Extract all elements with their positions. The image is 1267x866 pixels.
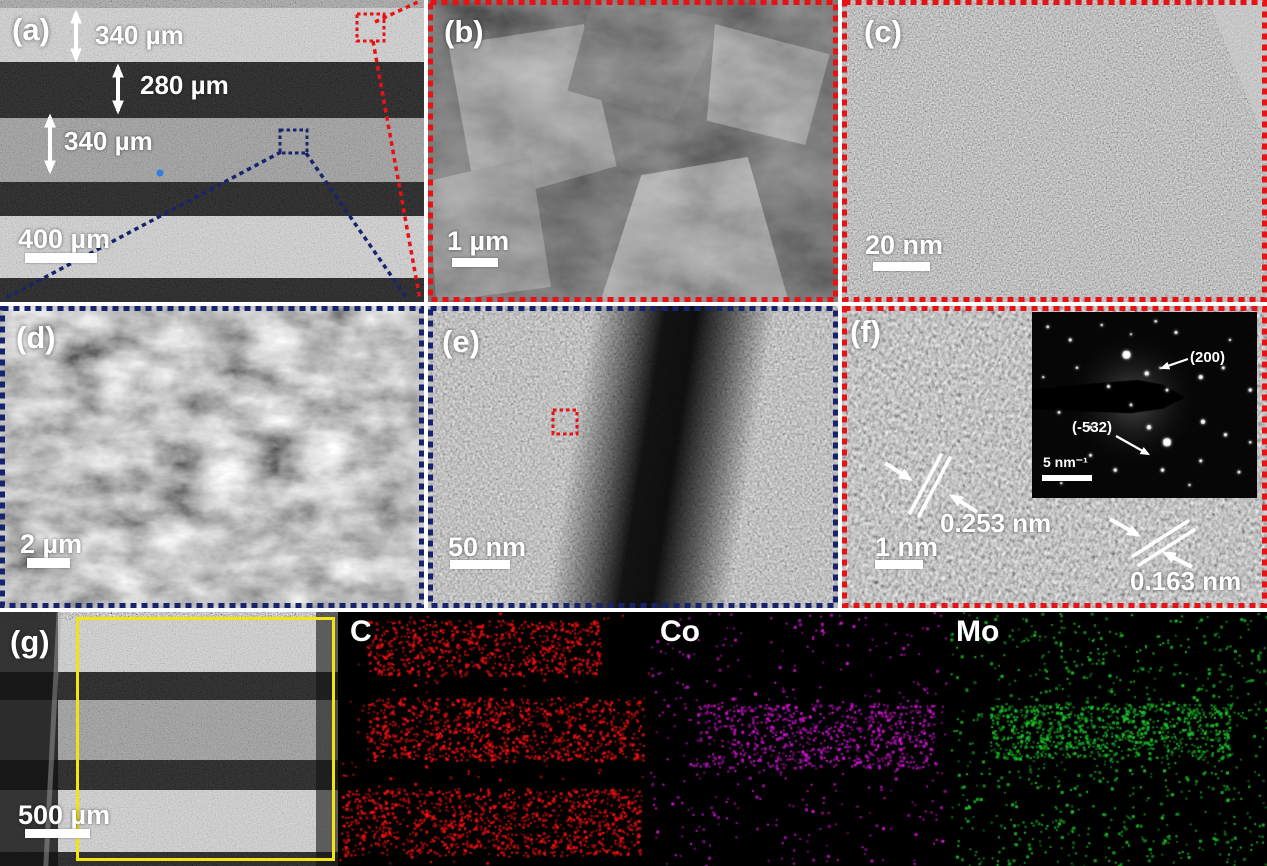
- plane-arrow: [1159, 357, 1189, 370]
- eds-map-cobalt: Co: [650, 612, 950, 866]
- stripe-width-annotation: 340 µm: [64, 126, 153, 156]
- d-spacing-label: 0.163 nm: [1130, 566, 1242, 596]
- saed-scale-bar: [1042, 475, 1092, 481]
- scale-bar-label: 400 µm: [18, 224, 111, 254]
- panel-b-sem-flakes: (b) 1 µm: [428, 0, 838, 302]
- eds-dot-canvas: [950, 612, 1267, 866]
- zoom-region-box-navy: [278, 128, 309, 155]
- panel-label: (a): [12, 12, 50, 47]
- panel-label: (e): [442, 324, 480, 359]
- eds-map-molybdenum: Mo: [950, 612, 1267, 866]
- gap-stripe: [0, 278, 424, 302]
- eds-map-carbon: C: [338, 612, 650, 866]
- d-spacing-label: 0.253 nm: [940, 508, 1052, 538]
- scale-bar: [875, 560, 923, 569]
- scale-bar-label: 2 µm: [20, 529, 83, 559]
- panel-c-tem-nanosheet: (c) 20 nm: [842, 0, 1267, 302]
- scale-bar-label: 20 nm: [865, 230, 944, 260]
- scale-bar: [450, 560, 510, 569]
- zoom-region-box-red: [355, 12, 386, 43]
- panel-g-sem-eds-region: (g) 500 µm: [0, 612, 338, 866]
- d-spacing-arrow: [1109, 517, 1142, 537]
- panel-label: (f): [850, 314, 881, 349]
- panel-a-sem-interdigitated-electrode: (a) 340 µm 280 µm 340 µm 400 µm: [0, 0, 424, 302]
- navy-connector-line: [304, 152, 410, 301]
- eds-dot-canvas: [650, 612, 950, 866]
- d-spacing-arrow: [1161, 551, 1193, 569]
- scale-bar: [25, 829, 90, 838]
- panel-d-sem-crumpled-sheets: (d) 2 µm: [0, 306, 424, 608]
- gap-stripe: [0, 62, 424, 118]
- panel-label: (d): [16, 320, 56, 355]
- panel-label: (c): [864, 14, 902, 49]
- saed-diffraction-inset: (200) (-532) 5 nm⁻¹: [1032, 312, 1257, 498]
- scale-bar: [25, 253, 97, 263]
- zoom-region-box-red: [551, 408, 579, 436]
- plane-arrow: [1115, 435, 1151, 456]
- electrode-stripe: [0, 118, 424, 182]
- element-label: C: [350, 615, 372, 648]
- scale-bar: [873, 262, 930, 271]
- scale-bar-label: 1 nm: [875, 532, 939, 562]
- eds-dot-canvas: [338, 612, 650, 866]
- blue-dot-marker: [156, 169, 164, 177]
- electrode-stripe: [0, 216, 424, 278]
- saed-annotation-overlay: [1115, 357, 1189, 456]
- stripe-width-annotation: 280 µm: [140, 70, 229, 100]
- scale-bar-label: 1 µm: [447, 226, 510, 256]
- red-connector-line: [374, 0, 419, 24]
- sem-noise-texture: [428, 0, 838, 302]
- navy-connector-line: [5, 150, 282, 300]
- red-connector-line: [371, 40, 422, 301]
- eds-maps-strip: C Co Mo: [338, 612, 1267, 866]
- electrode-edge: [0, 0, 424, 8]
- eds-scan-region-box: [76, 617, 335, 861]
- panel-a-annotation-overlay: [5, 0, 422, 301]
- scale-bar: [27, 558, 70, 568]
- substrate-margin: [0, 612, 58, 866]
- stripe-width-annotation: 340 µm: [95, 20, 184, 50]
- panel-label: (g): [10, 624, 50, 659]
- scale-bar: [452, 258, 498, 267]
- scale-bar-label: 500 µm: [18, 800, 111, 830]
- scale-bar-label: 50 nm: [448, 532, 527, 562]
- panel-label: (b): [444, 14, 484, 49]
- panel-f-hrtem-lattice: 0.253 nm 0.163 nm (200) (-532) 5 nm⁻¹ (f…: [842, 306, 1267, 608]
- element-label: Co: [660, 615, 700, 648]
- d-spacing-arrow: [883, 461, 913, 481]
- panel-e-tem-nanorod: (e) 50 nm: [428, 306, 838, 608]
- element-label: Mo: [956, 615, 1000, 648]
